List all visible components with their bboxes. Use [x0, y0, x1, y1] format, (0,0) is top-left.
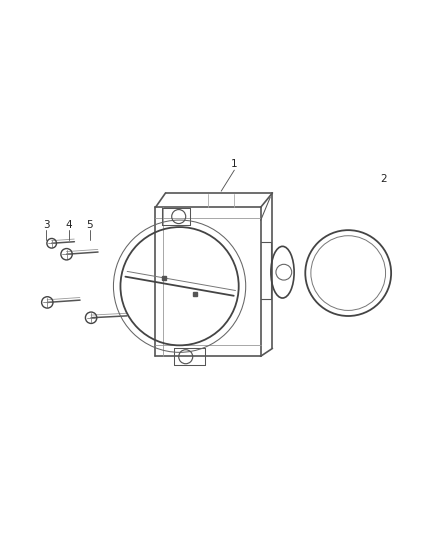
Text: 3: 3	[42, 220, 49, 230]
Text: 2: 2	[380, 174, 387, 184]
Text: 1: 1	[231, 159, 238, 168]
Text: 4: 4	[66, 220, 73, 230]
Text: 5: 5	[86, 220, 93, 230]
